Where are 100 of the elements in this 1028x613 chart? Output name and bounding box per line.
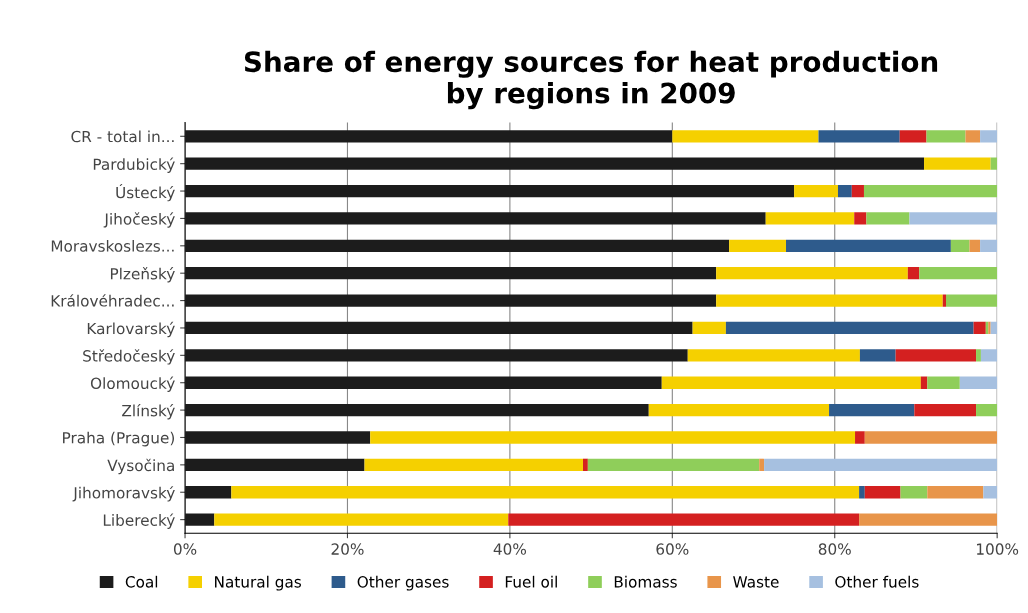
x-tick-label: 20% <box>331 543 364 555</box>
y-tick-label: Zlínský <box>122 403 175 420</box>
bar <box>927 376 960 389</box>
bar <box>864 486 901 499</box>
y-tick-label: Moravskoslezs... <box>51 240 174 252</box>
bar <box>837 184 852 198</box>
bar <box>973 321 986 335</box>
bar <box>829 403 915 417</box>
bar <box>899 130 927 143</box>
bar <box>687 349 860 362</box>
bar <box>185 294 717 307</box>
bar <box>716 294 943 307</box>
legend-label: Other gases <box>357 575 449 591</box>
legend-label: Other fuels <box>835 575 919 588</box>
bar <box>950 239 970 252</box>
bar <box>582 458 588 472</box>
y-tick-label: Liberecký <box>103 513 175 529</box>
bar <box>976 403 998 417</box>
bar <box>863 184 998 198</box>
y-tick-label: Jihočeský <box>103 212 175 228</box>
bar <box>185 376 662 389</box>
y-tick-label: Středočeský <box>83 349 175 365</box>
bar <box>214 513 509 526</box>
y-tick-label: CR - total in... <box>71 130 174 143</box>
bar <box>661 376 921 389</box>
legend-label: Coal <box>125 575 158 588</box>
y-tick-label: Královéhradec... <box>51 294 174 307</box>
x-tick-label: 80% <box>818 543 851 555</box>
bar <box>764 458 998 472</box>
bar <box>185 486 232 499</box>
legend-label: Waste <box>733 576 779 588</box>
bar <box>185 513 215 526</box>
y-tick-label: Plzeňský <box>110 267 175 283</box>
bar <box>920 376 928 389</box>
bar <box>926 130 966 143</box>
bar <box>965 130 981 143</box>
bar <box>924 157 991 170</box>
bar <box>185 184 795 198</box>
bar <box>851 184 864 198</box>
y-tick-label: Vysočina <box>107 458 174 475</box>
bar <box>900 486 928 499</box>
bar <box>231 486 860 499</box>
bar <box>185 239 730 252</box>
bar <box>859 349 896 362</box>
bar <box>185 403 649 417</box>
bar <box>980 349 998 362</box>
bar <box>692 321 726 335</box>
x-tick-label: 100% <box>977 543 1019 555</box>
legend-label: Fuel oil <box>505 575 557 588</box>
y-tick-label: Ústecký <box>116 183 175 202</box>
bar <box>859 513 998 526</box>
legend-label: Biomass <box>614 575 677 588</box>
bar <box>185 130 673 143</box>
bar <box>914 403 977 417</box>
bar <box>508 513 860 526</box>
bar <box>854 212 867 225</box>
bar <box>729 239 787 252</box>
bar <box>185 431 371 444</box>
bar <box>364 458 583 472</box>
bar <box>969 239 981 252</box>
bar <box>185 458 365 472</box>
bar <box>185 157 925 170</box>
bar <box>909 212 998 225</box>
bar <box>983 486 998 499</box>
bar <box>990 321 998 335</box>
bar <box>927 486 984 499</box>
x-tick-label: 60% <box>656 543 689 555</box>
bar <box>185 267 717 280</box>
bar <box>990 157 998 170</box>
bar <box>976 349 981 362</box>
bar <box>946 294 998 307</box>
bar <box>855 431 865 444</box>
bar <box>980 239 998 252</box>
bar <box>185 212 766 225</box>
bar <box>587 458 760 472</box>
bar <box>648 403 830 417</box>
bar <box>794 184 838 198</box>
bar <box>907 267 920 280</box>
y-tick-label: Pardubický <box>93 157 175 173</box>
bar <box>859 486 865 499</box>
bar <box>818 130 900 143</box>
bar <box>786 239 951 252</box>
y-tick-label: Jihomoravský <box>72 486 175 502</box>
y-tick-label: Olomoucký <box>90 376 175 392</box>
x-tick-label: 0% <box>173 543 197 555</box>
bar <box>370 431 856 444</box>
legend-label: Natural gas <box>215 575 302 591</box>
bar <box>759 458 765 472</box>
bar <box>980 130 998 143</box>
bar <box>716 267 908 280</box>
bar <box>185 321 693 335</box>
bar <box>959 376 998 389</box>
bar <box>185 349 688 362</box>
x-tick-label: 40% <box>493 543 527 555</box>
chart-title: Share of energy sources for heat production by regions in 2009 <box>244 50 938 110</box>
bar <box>942 294 946 307</box>
bar <box>866 212 910 225</box>
bar <box>672 130 819 143</box>
bar <box>765 212 855 225</box>
bar <box>895 349 977 362</box>
